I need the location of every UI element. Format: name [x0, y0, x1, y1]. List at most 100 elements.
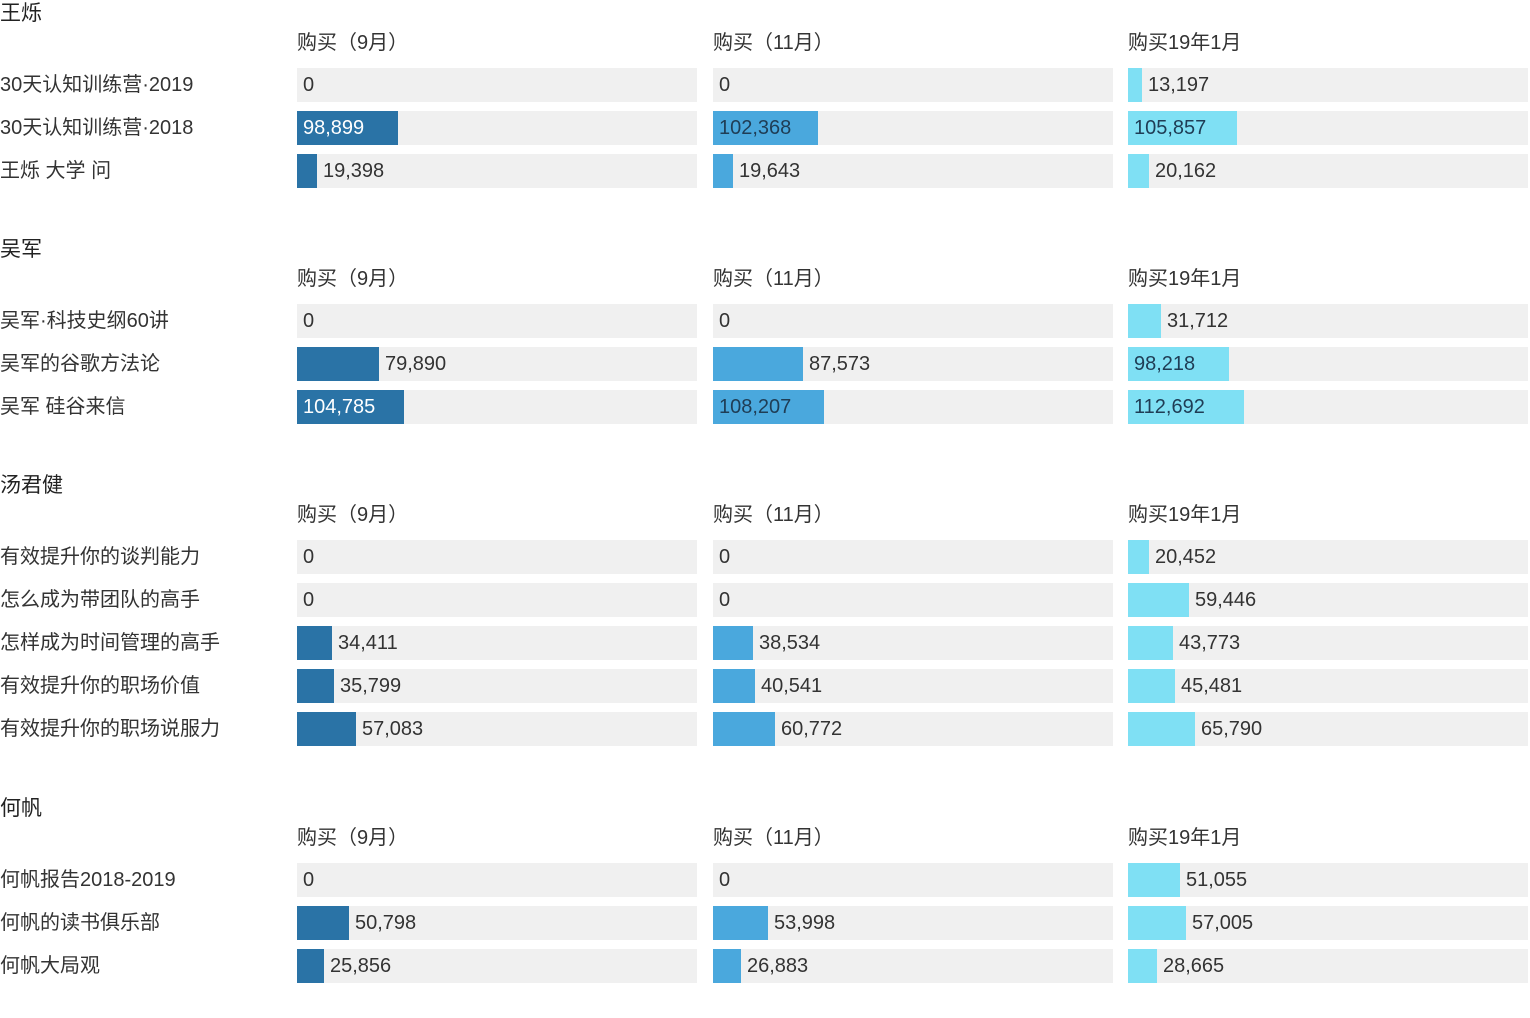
bar — [713, 906, 768, 940]
bar — [297, 111, 398, 145]
bar-track: 38,534 — [713, 626, 1113, 660]
bar-track: 108,207 — [713, 390, 1113, 424]
bar-track: 0 — [297, 583, 697, 617]
data-label: 19,398 — [323, 160, 385, 182]
data-label: 0 — [303, 546, 315, 568]
data-label: 65,790 — [1201, 718, 1263, 740]
data-label: 104,785 — [303, 396, 376, 418]
column-header: 购买19年1月 — [1128, 32, 1242, 54]
bar-track: 31,712 — [1128, 304, 1528, 338]
bar-track: 40,541 — [713, 669, 1113, 703]
bar-track: 0 — [713, 863, 1113, 897]
bar — [297, 347, 379, 381]
column-header: 购买（9月） — [297, 504, 409, 526]
bar-track: 0 — [713, 583, 1113, 617]
bar-track: 0 — [713, 304, 1113, 338]
data-label: 112,692 — [1134, 396, 1205, 418]
bar — [1128, 347, 1229, 381]
bar-track: 19,643 — [713, 154, 1113, 188]
row-label: 何帆报告2018-2019 — [0, 869, 176, 891]
row-label: 怎样成为时间管理的高手 — [0, 632, 220, 654]
data-label: 98,899 — [303, 117, 365, 139]
data-label: 19,643 — [739, 160, 801, 182]
bar-track: 0 — [297, 304, 697, 338]
bar-track: 60,772 — [713, 712, 1113, 746]
data-label: 34,411 — [338, 632, 398, 654]
data-label: 38,534 — [759, 632, 821, 654]
data-label: 0 — [719, 74, 731, 96]
data-label: 87,573 — [809, 353, 871, 375]
bar-track: 20,452 — [1128, 540, 1528, 574]
bar-track: 102,368 — [713, 111, 1113, 145]
author-section: 何帆 购买（9月） 购买（11月） 购买19年1月 何帆报告2018-2019 0 0 51,… — [0, 795, 1530, 992]
bar-track: 13,197 — [1128, 68, 1528, 102]
data-label: 26,883 — [747, 955, 809, 977]
data-label: 102,368 — [719, 117, 792, 139]
bar-track: 105,857 — [1128, 111, 1528, 145]
bar — [297, 906, 349, 940]
bar — [1128, 712, 1195, 746]
data-label: 25,856 — [330, 955, 392, 977]
bar-track: 25,856 — [297, 949, 697, 983]
data-label: 57,083 — [362, 718, 424, 740]
bar-track: 53,998 — [713, 906, 1113, 940]
column-header: 购买（11月） — [713, 827, 834, 849]
data-label: 0 — [719, 310, 731, 332]
bar-track: 0 — [713, 540, 1113, 574]
row-label: 有效提升你的职场价值 — [0, 675, 200, 697]
bar-track: 79,890 — [297, 347, 697, 381]
bar-track: 59,446 — [1128, 583, 1528, 617]
row-label: 吴军 硅谷来信 — [0, 396, 126, 418]
bar-track: 0 — [713, 68, 1113, 102]
bar-track: 19,398 — [297, 154, 697, 188]
bar-track: 20,162 — [1128, 154, 1528, 188]
bar-track: 0 — [297, 68, 697, 102]
bar — [297, 669, 334, 703]
column-header: 购买19年1月 — [1128, 268, 1242, 290]
data-label: 0 — [303, 310, 315, 332]
bar — [713, 111, 818, 145]
bar-track: 26,883 — [713, 949, 1113, 983]
section-title: 汤君健 — [0, 474, 63, 497]
bar — [713, 390, 824, 424]
row-label: 有效提升你的谈判能力 — [0, 546, 200, 568]
column-header: 购买19年1月 — [1128, 504, 1242, 526]
data-label: 57,005 — [1192, 912, 1254, 934]
row-label: 何帆大局观 — [0, 955, 100, 977]
row-label: 30天认知训练营·2019 — [0, 74, 194, 96]
bar — [297, 154, 317, 188]
bar — [1128, 906, 1186, 940]
bar-track: 65,790 — [1128, 712, 1528, 746]
section-title: 何帆 — [0, 797, 42, 820]
bar — [713, 669, 755, 703]
data-label: 0 — [719, 869, 731, 891]
bar — [713, 626, 753, 660]
bar-track: 51,055 — [1128, 863, 1528, 897]
bar-track: 0 — [297, 863, 697, 897]
bar — [1128, 540, 1149, 574]
bar — [1128, 863, 1180, 897]
bar — [1128, 626, 1173, 660]
data-label: 35,799 — [340, 675, 402, 697]
bar — [1128, 304, 1161, 338]
data-label: 43,773 — [1179, 632, 1241, 654]
row-label: 吴军的谷歌方法论 — [0, 353, 160, 375]
column-header: 购买（11月） — [713, 32, 834, 54]
section-title: 王烁 — [0, 2, 42, 25]
bar — [713, 949, 741, 983]
data-label: 51,055 — [1186, 869, 1248, 891]
data-label: 98,218 — [1134, 353, 1196, 375]
data-label: 79,890 — [385, 353, 447, 375]
data-label: 0 — [719, 589, 731, 611]
bar — [1128, 669, 1175, 703]
row-label: 有效提升你的职场说服力 — [0, 718, 220, 740]
author-section: 汤君健购买（9月） 购买（11月） 购买19年1月有效提升你的谈判能力 0 0 20,45… — [0, 472, 1530, 755]
row-label: 何帆的读书俱乐部 — [0, 912, 160, 934]
data-label: 0 — [303, 74, 315, 96]
data-label: 0 — [303, 589, 315, 611]
author-section: 吴军 购买（9月） 购买（11月） 购买19年1月 吴军·科技史纲60讲 0 0 31,712… — [0, 236, 1530, 433]
bar-track: 104,785 — [297, 390, 697, 424]
row-label: 怎么成为带团队的高手 — [0, 589, 200, 611]
bar — [297, 626, 332, 660]
column-header: 购买（11月） — [713, 504, 834, 526]
